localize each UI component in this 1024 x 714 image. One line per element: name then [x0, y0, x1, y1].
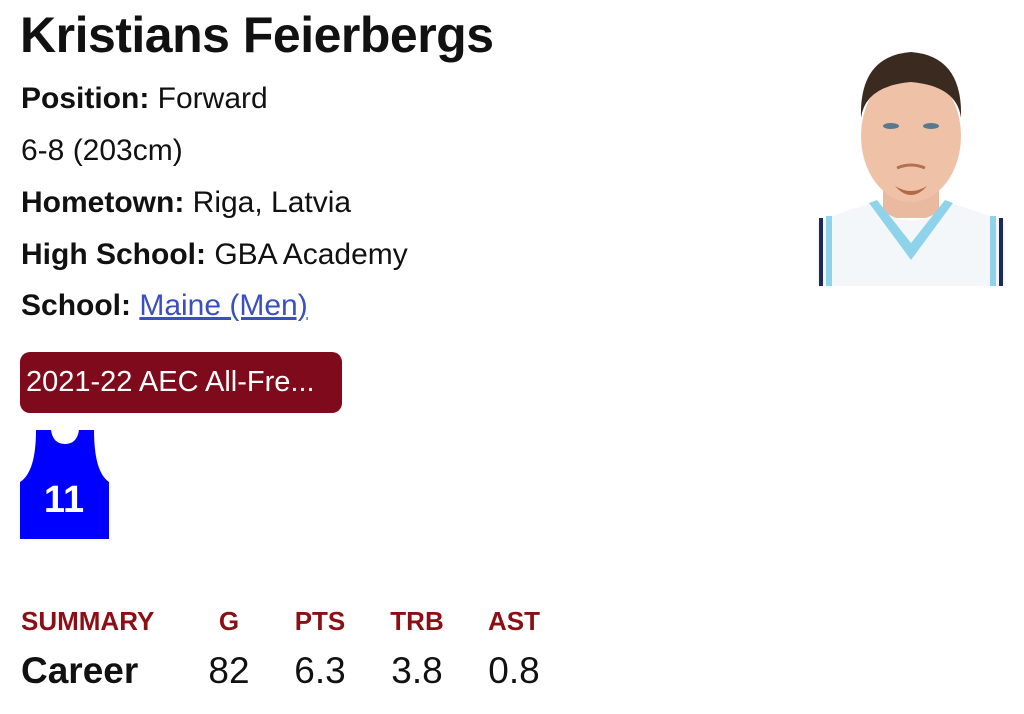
points-header: PTS — [294, 606, 346, 636]
hometown-line: Hometown: Riga, Latvia — [21, 186, 351, 220]
rebounds-header: TRB — [390, 606, 444, 636]
career-assists: 0.8 — [488, 650, 540, 691]
high-school-value: GBA Academy — [214, 238, 408, 271]
high-school-label: High School: — [21, 238, 206, 271]
award-badge[interactable]: 2021-22 AEC All-Fre... — [20, 352, 342, 413]
assists-header: AST — [488, 606, 540, 636]
player-photo — [817, 38, 1005, 286]
jersey-icon: 11 — [20, 430, 110, 539]
school-label: School: — [21, 289, 131, 322]
height-value: 6-8 (203cm) — [21, 134, 183, 167]
hometown-value: Riga, Latvia — [192, 186, 352, 219]
career-rebounds: 3.8 — [391, 650, 443, 691]
player-name: Kristians Feierbergs — [20, 7, 494, 63]
career-points: 6.3 — [294, 650, 346, 691]
summary-header: SUMMARY — [21, 606, 155, 636]
school-line: School: Maine (Men) — [21, 289, 308, 323]
position-line: Position: Forward — [21, 82, 268, 116]
school-link[interactable]: Maine (Men) — [139, 289, 308, 322]
games-header: G — [218, 606, 240, 636]
position-label: Position: — [21, 82, 150, 115]
position-value: Forward — [157, 82, 268, 115]
career-games: 82 — [208, 650, 250, 691]
hometown-label: Hometown: — [21, 186, 185, 219]
career-label: Career — [21, 650, 139, 691]
high-school-line: High School: GBA Academy — [21, 238, 408, 272]
jersey-number: 11 — [44, 479, 84, 521]
